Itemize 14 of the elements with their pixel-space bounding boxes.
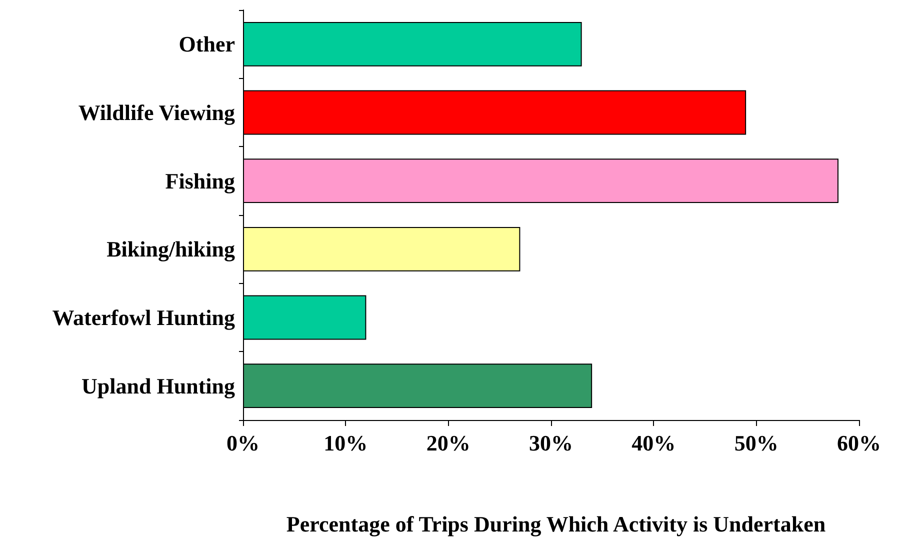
x-tick-label: 50%: [734, 430, 778, 456]
y-tick-label: Upland Hunting: [82, 373, 235, 398]
x-tick-label: 20%: [426, 430, 470, 456]
y-tick-label: Other: [178, 32, 236, 57]
x-tick-label: 30%: [529, 430, 573, 456]
x-tick-label: 0%: [226, 430, 260, 456]
x-tick-label: 60%: [837, 430, 881, 456]
y-tick-label: Biking/hiking: [106, 236, 235, 262]
x-tick-label: 40%: [632, 430, 676, 456]
y-tick-label: Waterfowl Hunting: [52, 305, 235, 330]
y-tick-label: Wildlife Viewing: [78, 100, 235, 125]
x-tick-label: 10%: [324, 430, 368, 456]
x-axis-title: Percentage of Trips During Which Activity is Undertaken: [286, 512, 826, 536]
y-tick-label: Fishing: [165, 168, 235, 194]
